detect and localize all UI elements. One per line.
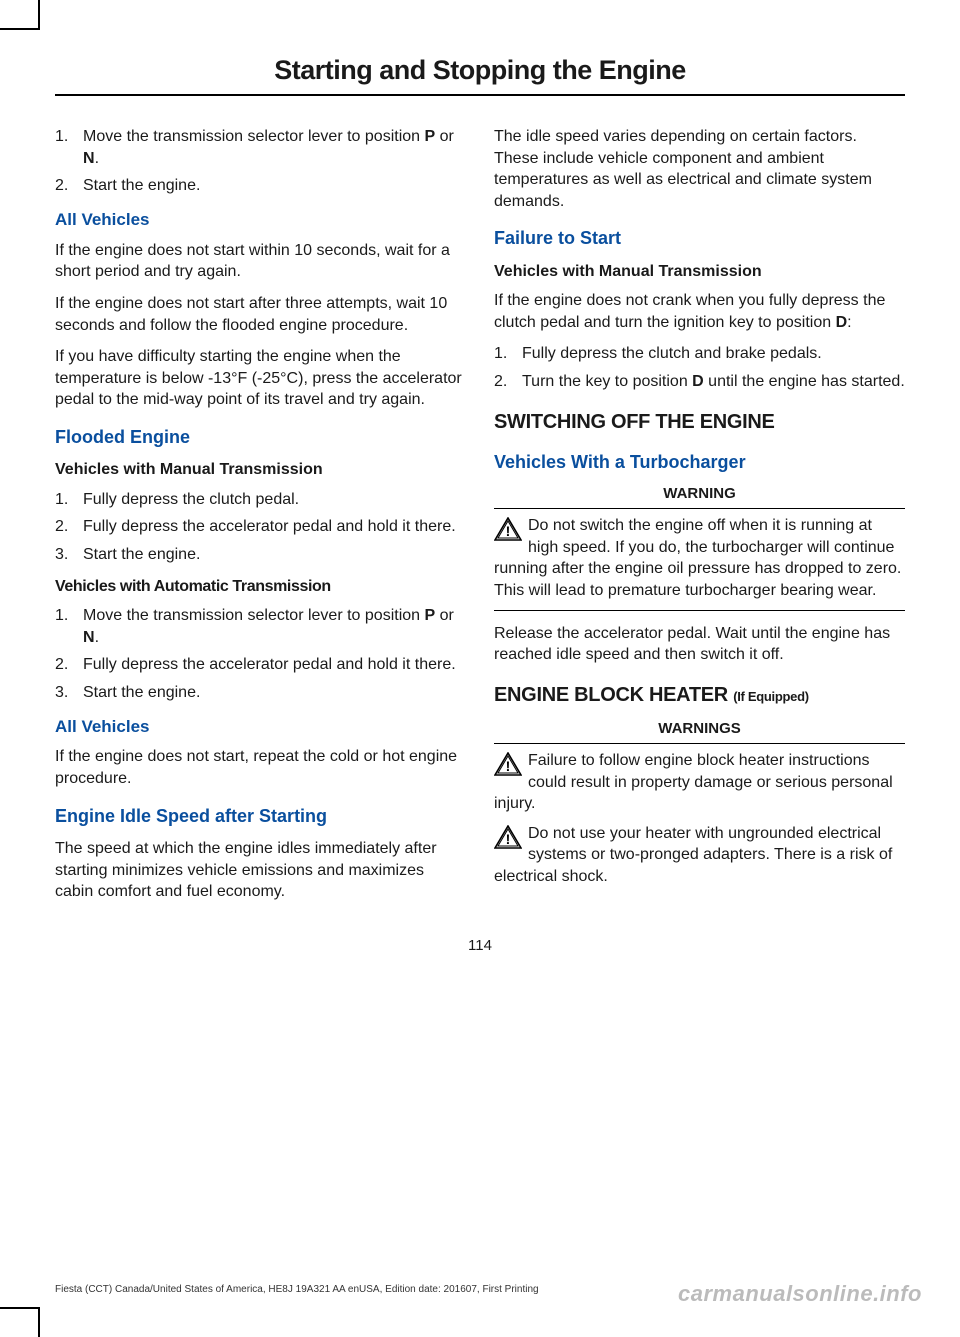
body-text: If the engine does not crank when you fu… <box>494 290 905 333</box>
warning-item: ! Do not use your heater with ungrounded… <box>494 823 905 888</box>
body-text: The speed at which the engine idles imme… <box>55 838 466 903</box>
crop-mark <box>0 1307 40 1337</box>
list-item: Fully depress the accelerator pedal and … <box>55 516 466 538</box>
numbered-list: Move the transmission selector lever to … <box>55 605 466 703</box>
numbered-list: Move the transmission selector lever to … <box>55 126 466 197</box>
numbered-list: Fully depress the clutch and brake pedal… <box>494 343 905 392</box>
page-content: Starting and Stopping the Engine Move th… <box>0 0 960 994</box>
chapter-header: Starting and Stopping the Engine <box>55 55 905 96</box>
warning-text: Do not use your heater with ungrounded e… <box>494 825 892 885</box>
subheading: Vehicles With a Turbocharger <box>494 450 905 474</box>
body-text: The idle speed varies depending on certa… <box>494 126 905 212</box>
list-item: Move the transmission selector lever to … <box>55 126 466 169</box>
body-text: If you have difficulty starting the engi… <box>55 346 466 411</box>
section-heading-text: ENGINE BLOCK HEATER <box>494 684 728 706</box>
subheading: Vehicles with Automatic Transmission <box>55 576 466 598</box>
subheading: Engine Idle Speed after Starting <box>55 804 466 828</box>
body-text: If the engine does not start, repeat the… <box>55 746 466 789</box>
numbered-list: Fully depress the clutch pedal. Fully de… <box>55 489 466 566</box>
svg-text:!: ! <box>506 831 511 847</box>
warning-icon: ! <box>494 825 522 856</box>
two-column-layout: Move the transmission selector lever to … <box>55 126 905 913</box>
list-item: Fully depress the accelerator pedal and … <box>55 654 466 676</box>
svg-text:!: ! <box>506 523 511 539</box>
section-heading: SWITCHING OFF THE ENGINE <box>494 409 905 436</box>
chapter-title: Starting and Stopping the Engine <box>55 55 905 86</box>
subheading: All Vehicles <box>55 716 466 739</box>
body-text: If the engine does not start within 10 s… <box>55 240 466 283</box>
list-item: Move the transmission selector lever to … <box>55 605 466 648</box>
subheading: All Vehicles <box>55 209 466 232</box>
list-item: Start the engine. <box>55 682 466 704</box>
warning-box: WARNING ! Do not switch the engine off w… <box>494 484 905 611</box>
body-text: If the engine does not start after three… <box>55 293 466 336</box>
warning-item: ! Do not switch the engine off when it i… <box>494 515 905 601</box>
warning-text: Failure to follow engine block heater in… <box>494 752 893 812</box>
page-number: 114 <box>55 937 905 954</box>
warning-divider <box>494 610 905 611</box>
svg-text:!: ! <box>506 758 511 774</box>
warning-box: WARNINGS ! Failure to follow engine bloc… <box>494 719 905 888</box>
warning-icon: ! <box>494 752 522 783</box>
left-column: Move the transmission selector lever to … <box>55 126 466 913</box>
warning-item: ! Failure to follow engine block heater … <box>494 750 905 815</box>
right-column: The idle speed varies depending on certa… <box>494 126 905 913</box>
subheading: Flooded Engine <box>55 425 466 449</box>
warning-text: Do not switch the engine off when it is … <box>494 517 901 599</box>
section-heading-suffix: (If Equipped) <box>733 689 809 704</box>
body-text: Release the accelerator pedal. Wait unti… <box>494 623 905 666</box>
subheading: Failure to Start <box>494 226 905 250</box>
watermark: carmanualsonline.info <box>678 1281 922 1307</box>
list-item: Turn the key to position D until the eng… <box>494 371 905 393</box>
warning-icon: ! <box>494 517 522 548</box>
list-item: Start the engine. <box>55 175 466 197</box>
list-item: Fully depress the clutch and brake pedal… <box>494 343 905 365</box>
list-item: Fully depress the clutch pedal. <box>55 489 466 511</box>
footer-text: Fiesta (CCT) Canada/United States of Ame… <box>55 1284 539 1295</box>
warning-title: WARNINGS <box>494 719 905 744</box>
subheading: Vehicles with Manual Transmission <box>494 261 905 283</box>
warning-title: WARNING <box>494 484 905 509</box>
list-item: Start the engine. <box>55 544 466 566</box>
section-heading: ENGINE BLOCK HEATER (If Equipped) <box>494 682 905 709</box>
crop-mark <box>0 0 40 30</box>
subheading: Vehicles with Manual Transmission <box>55 459 466 481</box>
